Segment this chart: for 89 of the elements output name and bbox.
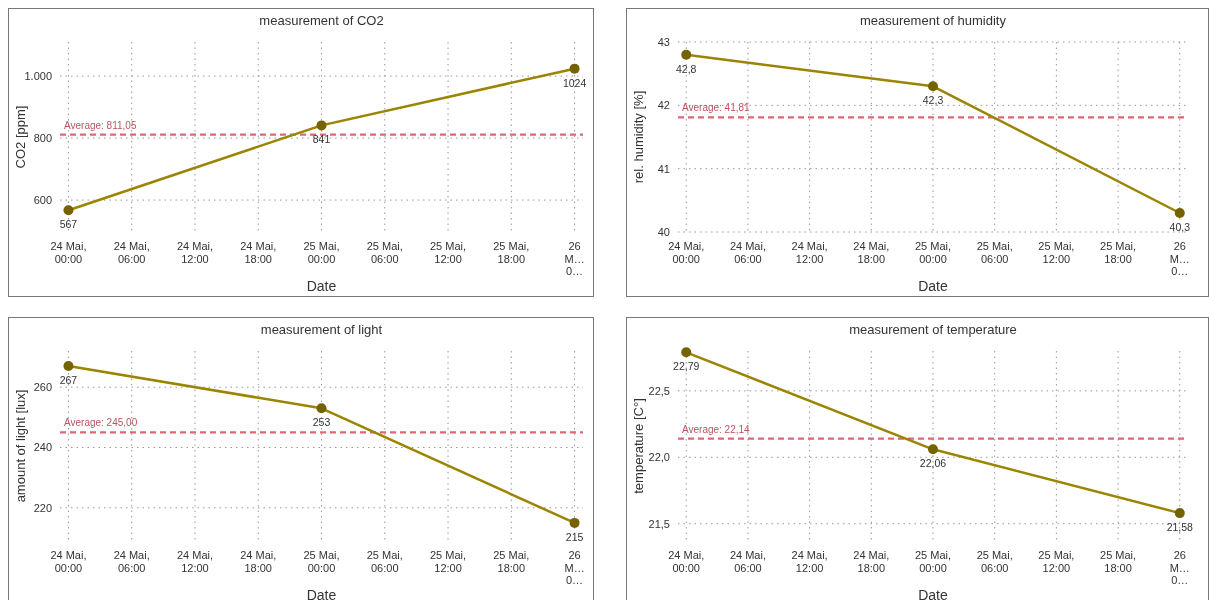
y-tick-label: 260 <box>33 381 52 394</box>
x-tick-label: 24 Mai, 06:00 <box>729 240 766 265</box>
point <box>681 49 692 60</box>
data-label: 22,79 <box>673 360 700 373</box>
ref-line-label: Average: 41,81 <box>682 102 751 114</box>
point <box>1174 508 1185 519</box>
ref-line-label: Average: 245,00 <box>64 417 138 429</box>
y-tick-label: 41 <box>657 162 670 175</box>
x-tick-label: 26 M… 0… <box>564 240 585 277</box>
x-tick-label: 24 Mai, 18:00 <box>853 549 890 574</box>
data-label: 253 <box>312 416 331 429</box>
x-tick-label: 25 Mai, 00:00 <box>914 240 952 265</box>
y-tick-label: 220 <box>33 501 52 514</box>
y-tick-label: 22,0 <box>648 451 670 464</box>
x-tick-label: 24 Mai, 12:00 <box>791 240 828 265</box>
x-tick-label: 25 Mai, 18:00 <box>493 549 530 574</box>
x-tick-label: 25 Mai, 06:00 <box>366 240 403 265</box>
x-axis-title: Date <box>918 278 948 294</box>
data-label: 267 <box>59 374 78 387</box>
x-tick-label: 25 Mai, 00:00 <box>914 549 952 574</box>
x-tick-label: 25 Mai, 18:00 <box>1100 549 1137 574</box>
y-tick-label: 600 <box>33 193 52 206</box>
y-tick-label: 43 <box>657 35 670 48</box>
y-axis-title: temperature [C°] <box>631 398 646 494</box>
x-tick-label: 24 Mai, 12:00 <box>791 549 828 574</box>
ref-line-label: Average: 22,14 <box>682 423 751 435</box>
x-tick-label: 24 Mai, 18:00 <box>853 240 890 265</box>
point <box>316 403 327 414</box>
x-tick-label: 24 Mai, 12:00 <box>176 549 214 574</box>
x-tick-label: 24 Mai, 18:00 <box>240 240 277 265</box>
point <box>316 120 327 131</box>
y-axis-title: CO2 [ppm] <box>13 105 28 169</box>
x-tick-label: 24 Mai, 06:00 <box>113 240 150 265</box>
y-tick-label: 800 <box>33 131 52 144</box>
x-tick-label: 24 Mai, 06:00 <box>113 549 150 574</box>
data-label: 40,3 <box>1169 221 1191 233</box>
x-tick-label: 24 Mai, 00:00 <box>50 549 87 574</box>
x-tick-label: 26 M… 0… <box>1169 549 1190 586</box>
y-tick-label: 42 <box>657 99 670 112</box>
x-tick-label: 25 Mai, 18:00 <box>493 240 530 265</box>
point <box>569 517 580 528</box>
point <box>569 63 580 74</box>
x-tick-label: 26 M… 0… <box>564 549 585 586</box>
x-tick-label: 24 Mai, 00:00 <box>668 240 705 265</box>
y-tick-label: 1.000 <box>24 69 52 82</box>
data-label: 42,3 <box>922 94 944 107</box>
data-label: 215 <box>565 530 584 543</box>
y-axis-title: amount of light [lux] <box>13 389 28 503</box>
chart-title: measurement of temperature <box>849 322 1017 337</box>
x-tick-label: 24 Mai, 00:00 <box>50 240 87 265</box>
x-tick-label: 25 Mai, 00:00 <box>303 549 340 574</box>
x-axis-title: Date <box>306 278 337 294</box>
x-tick-label: 25 Mai, 12:00 <box>429 240 467 265</box>
y-tick-label: 22,5 <box>648 384 670 397</box>
x-tick-label: 24 Mai, 06:00 <box>729 549 766 574</box>
point <box>681 347 692 358</box>
data-label: 841 <box>312 133 331 146</box>
x-tick-label: 25 Mai, 06:00 <box>366 549 403 574</box>
x-tick-label: 25 Mai, 18:00 <box>1100 240 1137 265</box>
y-axis-title: rel. humidity [%] <box>631 90 646 184</box>
point <box>928 81 938 92</box>
point <box>63 361 74 372</box>
x-tick-label: 24 Mai, 18:00 <box>240 549 277 574</box>
x-axis-title: Date <box>306 587 337 600</box>
x-tick-label: 25 Mai, 00:00 <box>303 240 340 265</box>
x-tick-label: 25 Mai, 12:00 <box>1038 549 1075 574</box>
y-tick-label: 21,5 <box>648 517 670 530</box>
x-axis-title: Date <box>918 587 948 600</box>
x-tick-label: 25 Mai, 12:00 <box>429 549 467 574</box>
chart-title: measurement of light <box>260 322 383 337</box>
point <box>928 444 938 455</box>
data-label: 21,58 <box>1166 521 1194 534</box>
ref-line-label: Average: 811,05 <box>64 119 137 131</box>
chart-title: measurement of CO2 <box>259 13 384 28</box>
x-tick-label: 25 Mai, 06:00 <box>976 549 1013 574</box>
y-tick-label: 240 <box>33 441 52 454</box>
x-tick-label: 24 Mai, 00:00 <box>668 549 705 574</box>
data-label: 1024 <box>562 76 587 89</box>
data-label: 42,8 <box>676 62 697 75</box>
point <box>1174 208 1185 218</box>
point <box>63 205 74 216</box>
x-tick-label: 25 Mai, 12:00 <box>1038 240 1075 265</box>
x-tick-label: 26 M… 0… <box>1169 240 1190 277</box>
data-label: 567 <box>59 218 78 231</box>
y-tick-label: 40 <box>657 225 670 238</box>
chart-title: measurement of humidity <box>860 13 1007 28</box>
x-tick-label: 24 Mai, 12:00 <box>176 240 214 265</box>
x-tick-label: 25 Mai, 06:00 <box>976 240 1013 265</box>
data-label: 22,06 <box>919 457 947 470</box>
